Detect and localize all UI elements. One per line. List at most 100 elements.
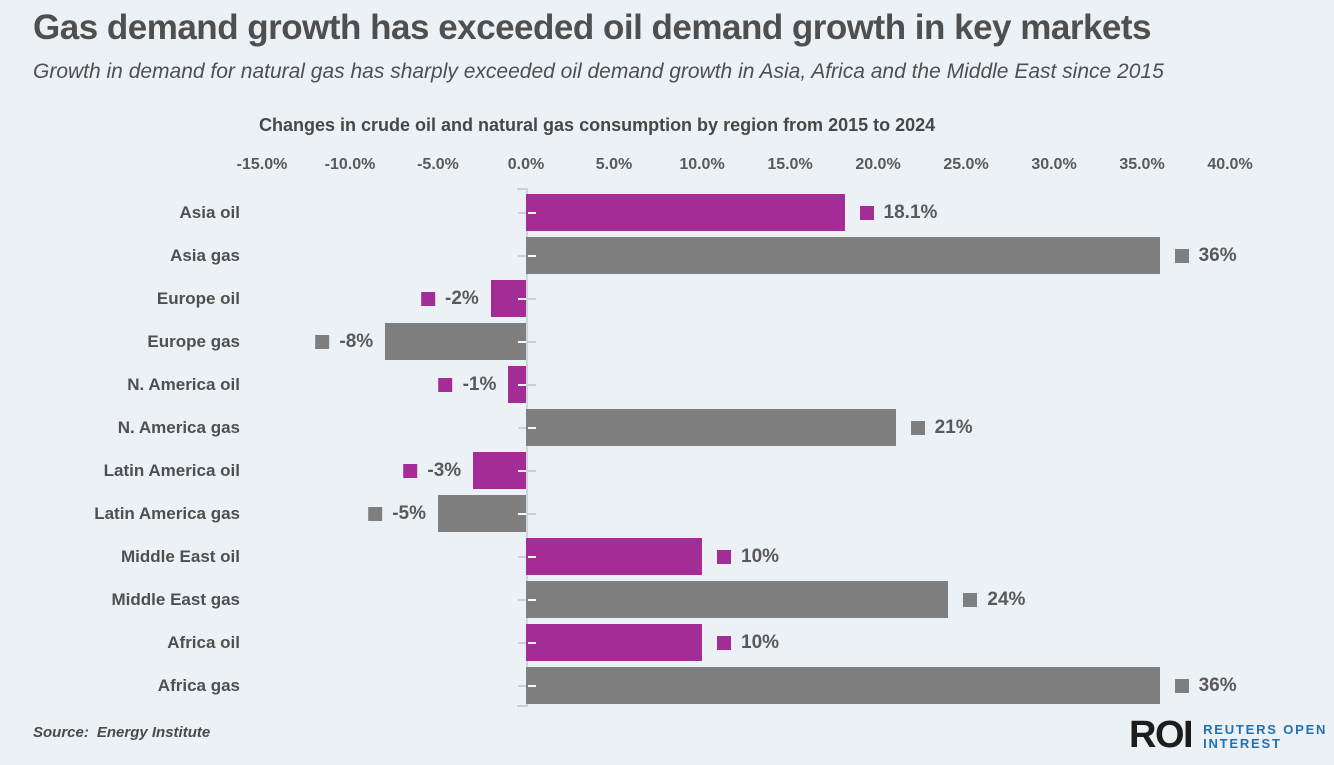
category-tick-right: [528, 512, 536, 515]
roi-wordmark-line2: INTEREST: [1203, 735, 1282, 751]
x-axis-tick-label: 25.0%: [943, 156, 989, 173]
bar-middle-east-oil: [526, 538, 702, 575]
value-swatch-icon: [1174, 678, 1189, 693]
category-label: N. America gas: [117, 417, 240, 437]
category-label: Middle East oil: [120, 546, 240, 566]
value-label: 36%: [1198, 244, 1237, 266]
value-swatch-icon: [368, 506, 383, 521]
category-tick-right: [528, 598, 536, 601]
value-swatch-icon: [717, 549, 731, 564]
value-label: -5%: [392, 502, 426, 524]
category-tick-right: [528, 555, 536, 558]
page-subtitle: Growth in demand for natural gas has sha…: [33, 60, 1164, 83]
bar-latin-america-oil: [473, 452, 526, 489]
value-swatch-icon: [421, 291, 435, 306]
value-label-group: 24%: [963, 581, 1025, 618]
value-swatch-icon: [717, 635, 731, 650]
x-axis-tick-label: 40.0%: [1207, 156, 1253, 173]
value-label-group: 36%: [1174, 667, 1237, 704]
category-tick-right: [528, 254, 536, 257]
value-label-group: -5%: [368, 495, 426, 532]
value-label: -2%: [445, 287, 479, 309]
value-label-group: -8%: [315, 323, 373, 360]
x-axis-tick-label: 15.0%: [767, 156, 813, 173]
category-tick-right: [528, 684, 536, 687]
roi-logo: ROI REUTERS OPEN INTEREST: [1129, 716, 1327, 754]
value-label: 10%: [741, 631, 780, 653]
value-label-group: -1%: [438, 366, 497, 403]
axis-boundary-tick: [517, 705, 526, 707]
source-line: Source: Energy Institute: [33, 724, 210, 741]
bar-europe-gas: [385, 323, 526, 360]
category-label: Middle East gas: [111, 589, 240, 609]
source-label: Source:: [33, 724, 89, 741]
category-tick-right: [528, 211, 536, 214]
category-label: Africa oil: [167, 632, 240, 652]
category-label: Asia gas: [170, 245, 240, 265]
page-title: Gas demand growth has exceeded oil deman…: [33, 8, 1152, 47]
category-tick-left: [518, 598, 526, 601]
value-label-group: -2%: [421, 280, 479, 317]
category-tick-left: [518, 469, 526, 472]
x-axis-tick-label: -5.0%: [417, 156, 459, 173]
x-axis-tick-label: -10.0%: [324, 156, 376, 173]
category-tick-left: [518, 340, 526, 343]
zero-axis-line: [526, 188, 528, 707]
category-tick-right: [528, 340, 536, 343]
category-tick-left: [518, 426, 526, 429]
category-label: Latin America gas: [94, 503, 240, 523]
value-label: 10%: [741, 545, 780, 567]
value-swatch-icon: [859, 205, 874, 220]
value-label: 24%: [987, 588, 1026, 610]
category-tick-left: [518, 641, 526, 644]
bar-asia-oil: [526, 194, 845, 231]
value-label: -8%: [339, 330, 374, 352]
x-axis-tick-label: 30.0%: [1031, 156, 1077, 173]
bar-asia-gas: [526, 237, 1160, 274]
chart-title: Changes in crude oil and natural gas con…: [259, 115, 936, 135]
bar-n-america-gas: [526, 409, 896, 446]
category-tick-left: [518, 684, 526, 687]
category-tick-left: [518, 211, 526, 214]
value-swatch-icon: [315, 334, 330, 349]
category-tick-right: [528, 297, 536, 300]
bar-africa-gas: [526, 667, 1160, 704]
category-label: Europe oil: [156, 288, 240, 308]
category-tick-left: [518, 555, 526, 558]
category-label: Africa gas: [157, 675, 240, 695]
x-axis-tick-label: 20.0%: [855, 156, 901, 173]
x-axis-tick-label: -15.0%: [236, 156, 288, 173]
roi-wordmark-line1: REUTERS OPEN: [1203, 722, 1328, 737]
x-axis-tick-label: 0.0%: [507, 156, 545, 173]
value-label-group: 10%: [717, 538, 779, 575]
x-axis-tick-label: 35.0%: [1119, 156, 1165, 173]
category-label: Europe gas: [147, 331, 240, 351]
category-tick-left: [518, 254, 526, 257]
roi-logo-wordmark: REUTERS OPEN INTEREST: [1203, 720, 1327, 750]
source-value: Energy Institute: [96, 724, 211, 741]
value-label-group: 21%: [910, 409, 973, 446]
category-tick-right: [528, 426, 536, 429]
value-swatch-icon: [1174, 248, 1189, 263]
category-label: Latin America oil: [103, 460, 240, 480]
value-label: 21%: [934, 416, 973, 438]
value-swatch-icon: [403, 463, 418, 478]
bar-n-america-oil: [508, 366, 526, 403]
category-tick-right: [528, 641, 536, 644]
bar-middle-east-gas: [526, 581, 949, 618]
value-label: 18.1%: [883, 201, 938, 223]
bar-africa-oil: [526, 624, 702, 661]
value-label-group: -3%: [403, 452, 461, 489]
bar-latin-america-gas: [438, 495, 526, 532]
x-axis-tick-label: 10.0%: [679, 156, 725, 173]
category-tick-right: [528, 383, 536, 386]
value-label: -3%: [427, 459, 462, 481]
value-swatch-icon: [910, 420, 925, 435]
category-label: N. America oil: [127, 374, 240, 394]
x-axis-tick-label: 5.0%: [595, 156, 633, 173]
value-label-group: 18.1%: [859, 194, 938, 231]
value-label: -1%: [462, 373, 497, 395]
roi-logo-mark: ROI: [1129, 714, 1194, 756]
category-tick-right: [528, 469, 536, 472]
